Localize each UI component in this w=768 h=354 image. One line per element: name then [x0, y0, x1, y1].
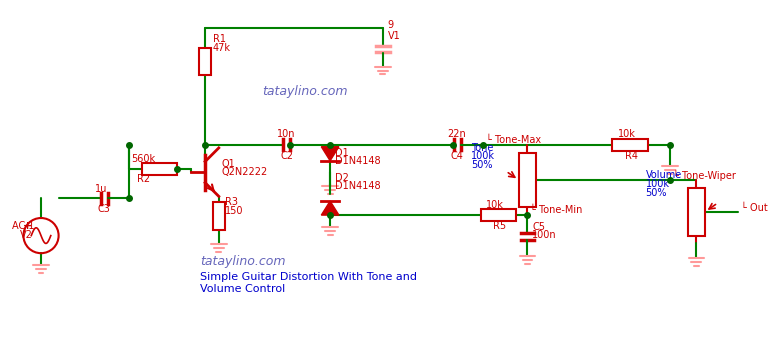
- Text: 100k: 100k: [646, 179, 670, 189]
- Text: V2: V2: [19, 230, 32, 240]
- Text: R5: R5: [493, 221, 506, 231]
- Text: Q2N2222: Q2N2222: [222, 167, 268, 177]
- Bar: [518, 153, 536, 207]
- Text: C3: C3: [98, 204, 111, 214]
- Polygon shape: [321, 147, 339, 161]
- Bar: [481, 209, 515, 221]
- Text: 47k: 47k: [213, 43, 231, 53]
- Bar: [199, 48, 211, 75]
- Text: 150: 150: [224, 206, 243, 216]
- Text: 100k: 100k: [471, 152, 495, 161]
- Text: tataylino.com: tataylino.com: [262, 85, 347, 98]
- Text: V1: V1: [388, 32, 400, 41]
- Text: D1N4148: D1N4148: [335, 181, 381, 191]
- Text: C2: C2: [280, 152, 293, 161]
- Text: R4: R4: [625, 152, 638, 161]
- Text: R1: R1: [213, 34, 226, 44]
- Polygon shape: [321, 201, 339, 215]
- Text: C5: C5: [532, 222, 545, 232]
- Text: 560k: 560k: [131, 154, 155, 164]
- Text: Q1: Q1: [222, 159, 236, 169]
- Text: +: +: [23, 221, 32, 231]
- Bar: [612, 139, 647, 151]
- Text: └ Tone-Max: └ Tone-Max: [486, 135, 541, 145]
- Text: D2: D2: [335, 173, 349, 183]
- Text: R2: R2: [137, 174, 150, 184]
- Text: 10k: 10k: [486, 200, 505, 210]
- Text: 50%: 50%: [646, 188, 667, 198]
- Text: └ Tone-Wiper: └ Tone-Wiper: [673, 169, 736, 181]
- Text: D1N4148: D1N4148: [335, 156, 381, 166]
- Text: 50%: 50%: [471, 160, 492, 170]
- Text: └ Tone-Min: └ Tone-Min: [531, 205, 583, 215]
- Text: Tone: Tone: [471, 143, 493, 153]
- Text: tataylino.com: tataylino.com: [200, 256, 286, 268]
- Bar: [687, 188, 705, 236]
- Text: C4: C4: [450, 152, 463, 161]
- Text: D1: D1: [335, 148, 349, 158]
- Text: Volume Control: Volume Control: [200, 284, 286, 294]
- Text: AC 1: AC 1: [12, 221, 35, 231]
- Text: 9: 9: [388, 19, 394, 30]
- Text: 1u: 1u: [94, 184, 107, 194]
- Text: R3: R3: [224, 198, 237, 207]
- Text: 10n: 10n: [277, 129, 296, 139]
- Text: 10k: 10k: [618, 129, 636, 139]
- Text: └ Out: └ Out: [741, 203, 768, 213]
- Bar: [213, 202, 224, 230]
- Text: Simple Guitar Distortion With Tone and: Simple Guitar Distortion With Tone and: [200, 272, 417, 282]
- Text: Volume: Volume: [646, 170, 682, 180]
- Bar: [141, 163, 177, 175]
- Text: 100n: 100n: [532, 230, 557, 240]
- Text: 22n: 22n: [447, 129, 466, 139]
